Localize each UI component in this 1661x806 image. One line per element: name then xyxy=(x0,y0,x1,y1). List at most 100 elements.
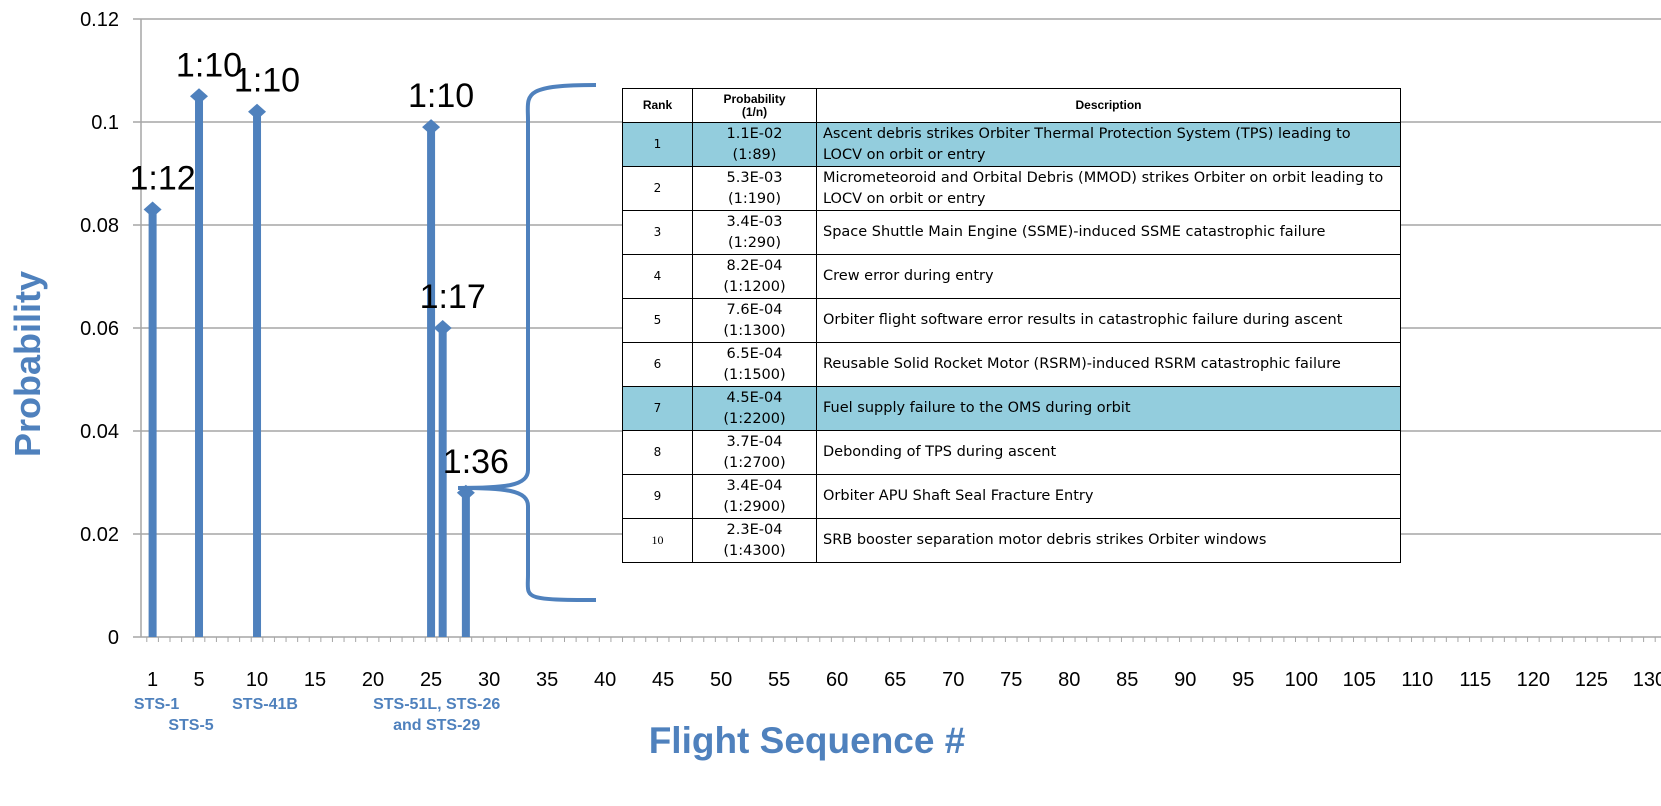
probability-cell: 3.7E-04 (1:2700) xyxy=(692,430,817,475)
probability-cell: 5.3E-03 (1:190) xyxy=(692,166,817,211)
data-label: 1:17 xyxy=(420,278,486,316)
y-tick-label: 0.04 xyxy=(80,421,119,443)
probability-value: 3.4E-04 xyxy=(726,477,783,494)
table-row: 8 3.7E-04 (1:2700) Debonding of TPS during … xyxy=(622,430,1401,475)
rank-cell: 3 xyxy=(622,210,693,255)
probability-odds: (1:4300) xyxy=(723,542,786,559)
bars: 1:121:101:10 1:101:171:36 xyxy=(130,46,509,637)
x-tick-label: 10 xyxy=(246,669,268,691)
rank-cell: 4 xyxy=(622,254,693,299)
flight-label: STS-51L, STS-26 xyxy=(373,696,500,713)
probability-value: 1.1E-02 xyxy=(726,125,783,142)
x-tick-label: 55 xyxy=(768,669,790,691)
x-tick-label: 115 xyxy=(1459,669,1491,691)
risk-ranking-table: Rank Probability (1/n) Description 1 1.1E… xyxy=(622,88,1401,563)
table-brace xyxy=(457,83,597,602)
description-cell: Orbiter flight software error results in… xyxy=(816,298,1401,343)
rank-cell: 10 xyxy=(622,518,693,563)
table-row: 3 3.4E-03 (1:290) Space Shuttle Main Engine… xyxy=(622,210,1401,255)
x-tick-label: 45 xyxy=(652,669,674,691)
probability-cell: 8.2E-04 (1:1200) xyxy=(692,254,817,299)
probability-value: 6.5E-04 xyxy=(726,345,783,362)
x-tick-label: 75 xyxy=(1000,669,1022,691)
x-tick-label: 105 xyxy=(1343,669,1376,691)
flight-label: STS-41B xyxy=(232,696,298,713)
header-probability-label: Probability xyxy=(723,91,786,106)
header-rank: Rank xyxy=(622,88,693,123)
x-tick-label: 40 xyxy=(594,669,616,691)
y-tick-label: 0.02 xyxy=(80,524,119,546)
x-tick-label: 125 xyxy=(1575,669,1608,691)
x-tick-label: 80 xyxy=(1058,669,1080,691)
x-tick-label: 25 xyxy=(420,669,442,691)
bar-marker xyxy=(190,88,209,105)
description-cell: Fuel supply failure to the OMS during or… xyxy=(816,386,1401,431)
bar-marker xyxy=(143,201,162,218)
probability-odds: (1:2700) xyxy=(723,454,786,471)
probability-odds: (1:89) xyxy=(732,146,777,163)
header-probability: Probability (1/n) xyxy=(692,88,817,123)
axes: 00.020.040.060.080.10.121 5 10 15 20 25 30 35 40… xyxy=(80,9,1661,734)
description-cell: Debonding of TPS during ascent xyxy=(816,430,1401,475)
x-tick-label: 100 xyxy=(1285,669,1318,691)
bar-marker xyxy=(433,320,452,336)
probability-value: 2.3E-04 xyxy=(726,521,783,538)
probability-cell: 1.1E-02 (1:89) xyxy=(692,122,817,167)
x-tick-label: 110 xyxy=(1401,669,1433,691)
data-label: 1:10 xyxy=(176,46,242,84)
data-label: 1:12 xyxy=(130,160,196,198)
probability-cell: 3.4E-04 (1:2900) xyxy=(692,474,817,519)
x-tick-label: 65 xyxy=(884,669,906,691)
description-cell: Crew error during entry xyxy=(816,254,1401,299)
probability-odds: (1:1500) xyxy=(723,366,786,383)
table-row: 10 2.3E-04 (1:4300) SRB booster separation … xyxy=(622,518,1401,563)
table-row: 7 4.5E-04 (1:2200) Fuel supply failure to t… xyxy=(622,386,1401,431)
y-tick-label: 0 xyxy=(108,627,119,649)
rank-cell: 9 xyxy=(622,474,693,519)
rank-cell: 8 xyxy=(622,430,693,475)
probability-cell: 7.6E-04 (1:1300) xyxy=(692,298,817,343)
x-tick-label: 50 xyxy=(710,669,732,691)
rank-cell: 1 xyxy=(622,122,693,167)
probability-odds: (1:2200) xyxy=(723,410,786,427)
x-tick-label: 35 xyxy=(536,669,558,691)
table-row: 4 8.2E-04 (1:1200) Crew error during entry xyxy=(622,254,1401,299)
x-tick-label: 130 xyxy=(1633,669,1661,691)
data-label: 1:10 xyxy=(408,77,474,115)
probability-value: 3.7E-04 xyxy=(726,433,783,450)
rank-cell: 2 xyxy=(622,166,693,211)
y-tick-label: 0.06 xyxy=(80,318,119,340)
table-row: 6 6.5E-04 (1:1500) Reusable Solid Rocket Mo… xyxy=(622,342,1401,387)
bar-marker xyxy=(422,119,441,136)
x-tick-label: 20 xyxy=(362,669,384,691)
x-tick-label: 30 xyxy=(478,669,500,691)
description-cell: Orbiter APU Shaft Seal Fracture Entry xyxy=(816,474,1401,519)
table-row: 1 1.1E-02 (1:89) Ascent debris strikes Orbi… xyxy=(622,122,1401,167)
y-tick-label: 0.1 xyxy=(91,112,119,134)
data-label: 1:36 xyxy=(443,443,509,481)
x-tick-label: 15 xyxy=(304,669,326,691)
probability-value: 7.6E-04 xyxy=(726,301,783,318)
description-cell: Reusable Solid Rocket Motor (RSRM)-induc… xyxy=(816,342,1401,387)
flight-label: and STS-29 xyxy=(393,717,480,734)
probability-value: 4.5E-04 xyxy=(726,389,783,406)
table-row: 2 5.3E-03 (1:190) Micrometeoroid and Orbita… xyxy=(622,166,1401,211)
flight-label: STS-1 xyxy=(134,696,179,713)
probability-value: 8.2E-04 xyxy=(726,257,783,274)
x-tick-label: 90 xyxy=(1174,669,1196,691)
table-header-row: Rank Probability (1/n) Description xyxy=(622,88,1401,123)
probability-cell: 4.5E-04 (1:2200) xyxy=(692,386,817,431)
probability-value: 5.3E-03 xyxy=(726,169,783,186)
probability-odds: (1:1300) xyxy=(723,322,786,339)
y-axis-title: Probability xyxy=(7,271,48,457)
data-label: 1:10 xyxy=(234,62,300,100)
description-cell: Ascent debris strikes Orbiter Thermal Pr… xyxy=(816,122,1401,167)
probability-cell: 3.4E-03 (1:290) xyxy=(692,210,817,255)
x-tick-label: 5 xyxy=(193,669,204,691)
rank-cell: 7 xyxy=(622,386,693,431)
description-cell: Space Shuttle Main Engine (SSME)-induced… xyxy=(816,210,1401,255)
description-cell: Micrometeoroid and Orbital Debris (MMOD)… xyxy=(816,166,1401,211)
rank-cell: 6 xyxy=(622,342,693,387)
description-cell: SRB booster separation motor debris stri… xyxy=(816,518,1401,563)
